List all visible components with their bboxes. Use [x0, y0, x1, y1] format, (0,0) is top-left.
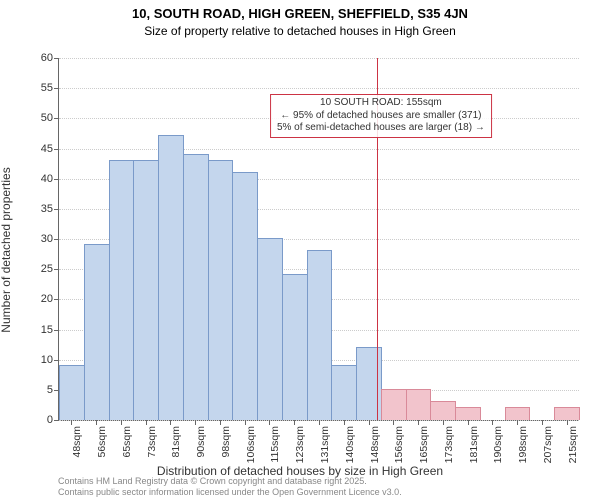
footer-line: Contains HM Land Registry data © Crown c… [58, 476, 402, 487]
histogram-bar [59, 365, 85, 420]
xtick-mark [195, 420, 196, 425]
xtick-label: 90sqm [195, 426, 207, 458]
xtick-mark [517, 420, 518, 425]
histogram-bar [554, 407, 580, 420]
xtick-label: 207sqm [542, 426, 554, 463]
xtick-mark [220, 420, 221, 425]
annotation-line: 5% of semi-detached houses are larger (1… [277, 122, 485, 135]
xtick-mark [121, 420, 122, 425]
ytick-label: 30 [41, 233, 59, 245]
footer-line: Contains public sector information licen… [58, 487, 402, 498]
y-axis-label: Number of detached properties [0, 85, 13, 250]
xtick-label: 156sqm [393, 426, 405, 463]
ytick-label: 20 [41, 293, 59, 305]
xtick-mark [71, 420, 72, 425]
xtick-label: 173sqm [443, 426, 455, 463]
histogram-bar [109, 160, 135, 420]
ytick-label: 55 [41, 82, 59, 94]
xtick-label: 131sqm [319, 426, 331, 463]
xtick-label: 181sqm [468, 426, 480, 463]
plot-area: 05101520253035404550556048sqm56sqm65sqm7… [58, 58, 579, 421]
xtick-label: 65sqm [121, 426, 133, 458]
xtick-mark [567, 420, 568, 425]
histogram-bar [133, 160, 159, 420]
xtick-label: 98sqm [220, 426, 232, 458]
attribution-footer: Contains HM Land Registry data © Crown c… [58, 476, 402, 498]
xtick-mark [369, 420, 370, 425]
xtick-label: 56sqm [96, 426, 108, 458]
histogram-bar [331, 365, 357, 420]
xtick-label: 215sqm [567, 426, 579, 463]
ytick-label: 0 [47, 414, 59, 426]
xtick-label: 123sqm [294, 426, 306, 463]
xtick-mark [269, 420, 270, 425]
gridline [59, 58, 579, 59]
chart-container: 10, SOUTH ROAD, HIGH GREEN, SHEFFIELD, S… [0, 0, 600, 500]
gridline [59, 88, 579, 89]
ytick-label: 50 [41, 112, 59, 124]
histogram-bar [158, 135, 184, 420]
xtick-label: 115sqm [269, 426, 281, 463]
histogram-bar [232, 172, 258, 420]
xtick-mark [146, 420, 147, 425]
histogram-bar [307, 250, 333, 420]
xtick-label: 140sqm [344, 426, 356, 463]
ytick-label: 45 [41, 143, 59, 155]
chart-subtitle: Size of property relative to detached ho… [0, 24, 600, 38]
histogram-bar [406, 389, 432, 420]
gridline [59, 149, 579, 150]
histogram-bar [84, 244, 110, 420]
ytick-label: 15 [41, 324, 59, 336]
ytick-label: 5 [47, 384, 59, 396]
xtick-label: 106sqm [245, 426, 257, 463]
annotation-box: 10 SOUTH ROAD: 155sqm← 95% of detached h… [270, 94, 492, 138]
xtick-label: 198sqm [517, 426, 529, 463]
xtick-label: 165sqm [418, 426, 430, 463]
xtick-mark [542, 420, 543, 425]
ytick-label: 60 [41, 52, 59, 64]
xtick-mark [344, 420, 345, 425]
ytick-label: 40 [41, 173, 59, 185]
xtick-mark [443, 420, 444, 425]
xtick-mark [393, 420, 394, 425]
histogram-bar [381, 389, 407, 420]
annotation-line: ← 95% of detached houses are smaller (37… [277, 110, 485, 123]
xtick-label: 190sqm [492, 426, 504, 463]
xtick-mark [294, 420, 295, 425]
xtick-mark [170, 420, 171, 425]
chart-title: 10, SOUTH ROAD, HIGH GREEN, SHEFFIELD, S… [0, 6, 600, 21]
xtick-label: 81sqm [170, 426, 182, 458]
xtick-mark [468, 420, 469, 425]
histogram-bar [430, 401, 456, 420]
xtick-label: 73sqm [146, 426, 158, 458]
xtick-mark [418, 420, 419, 425]
ytick-label: 25 [41, 263, 59, 275]
annotation-line: 10 SOUTH ROAD: 155sqm [277, 97, 485, 110]
xtick-mark [245, 420, 246, 425]
ytick-label: 10 [41, 354, 59, 366]
histogram-bar [183, 154, 209, 420]
xtick-mark [96, 420, 97, 425]
histogram-bar [282, 274, 308, 420]
xtick-mark [492, 420, 493, 425]
histogram-bar [208, 160, 234, 420]
xtick-label: 148sqm [369, 426, 381, 463]
histogram-bar [505, 407, 531, 420]
histogram-bar [257, 238, 283, 420]
xtick-mark [319, 420, 320, 425]
ytick-label: 35 [41, 203, 59, 215]
histogram-bar [455, 407, 481, 420]
xtick-label: 48sqm [71, 426, 83, 458]
